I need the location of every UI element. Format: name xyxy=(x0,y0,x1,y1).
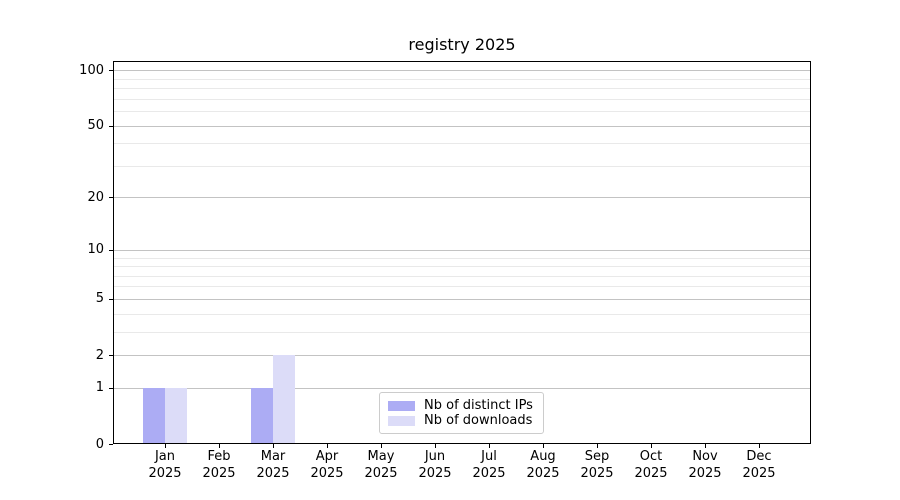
x-tick-year: 2025 xyxy=(364,466,398,481)
x-tick-mark xyxy=(597,444,598,448)
minor-gridline xyxy=(113,331,811,333)
x-tick-label: Nov 2025 xyxy=(688,448,721,482)
minor-gridline xyxy=(113,266,811,267)
legend: Nb of distinct IPs Nb of downloads xyxy=(379,392,544,434)
x-tick-year: 2025 xyxy=(742,466,776,481)
legend-label-distinct-ips: Nb of distinct IPs xyxy=(424,398,533,413)
minor-gridline xyxy=(113,98,811,100)
x-tick-year: 2025 xyxy=(526,466,560,481)
x-tick-month: Apr xyxy=(315,449,339,464)
y-tick-mark xyxy=(109,387,113,389)
y-tick-mark xyxy=(109,355,113,356)
legend-item-distinct-ips: Nb of distinct IPs xyxy=(388,398,535,413)
x-tick-month: Jul xyxy=(481,449,497,464)
x-tick-year: 2025 xyxy=(634,466,668,481)
legend-swatch-downloads xyxy=(388,415,415,426)
x-tick-mark xyxy=(705,444,706,448)
bar-downloads xyxy=(273,355,295,444)
x-tick-year: 2025 xyxy=(418,466,452,481)
x-tick-mark xyxy=(489,444,490,448)
y-tick-label: 0 xyxy=(95,436,104,452)
bar-distinct-ips xyxy=(251,387,273,444)
minor-gridline xyxy=(113,257,811,259)
x-tick-year: 2025 xyxy=(688,466,722,481)
x-tick-month: Jan xyxy=(154,449,176,464)
y-tick-mark xyxy=(109,444,113,445)
chart-title: registry 2025 xyxy=(408,35,516,54)
x-tick-label: Jul 2025 xyxy=(472,448,505,482)
minor-gridline xyxy=(113,313,811,315)
minor-gridline xyxy=(113,165,811,167)
minor-gridline xyxy=(113,88,811,89)
minor-gridline xyxy=(113,275,811,277)
major-gridline xyxy=(113,355,811,356)
x-tick-label: Jan 2025 xyxy=(148,448,181,482)
x-tick-mark xyxy=(327,444,328,448)
legend-swatch-distinct-ips xyxy=(388,400,415,411)
minor-gridline xyxy=(113,143,811,145)
minor-gridline xyxy=(113,78,811,80)
minor-gridline xyxy=(113,286,811,288)
x-tick-mark xyxy=(435,444,436,448)
x-tick-label: Aug 2025 xyxy=(526,448,559,482)
plot-frame xyxy=(113,61,811,444)
y-tick-label: 50 xyxy=(87,118,104,133)
y-tick-label: 10 xyxy=(87,242,104,258)
x-tick-mark xyxy=(543,444,544,448)
x-tick-label: Apr 2025 xyxy=(310,448,343,482)
x-tick-mark xyxy=(165,444,166,448)
major-gridline xyxy=(113,249,811,251)
x-tick-mark xyxy=(273,444,274,448)
x-tick-month: Jun xyxy=(424,449,446,464)
x-tick-year: 2025 xyxy=(580,466,614,481)
x-tick-month: Aug xyxy=(530,449,556,464)
x-tick-mark xyxy=(651,444,652,448)
bar-downloads xyxy=(165,387,187,444)
x-tick-label: Mar 2025 xyxy=(256,448,289,482)
x-tick-label: Feb 2025 xyxy=(202,448,235,482)
x-tick-year: 2025 xyxy=(148,466,182,481)
major-gridline xyxy=(113,298,811,300)
x-tick-label: Dec 2025 xyxy=(742,448,775,482)
legend-label-downloads: Nb of downloads xyxy=(424,413,533,428)
x-tick-month: Mar xyxy=(260,449,286,464)
minor-gridline xyxy=(113,110,811,112)
major-gridline xyxy=(113,197,811,199)
x-tick-label: Sep 2025 xyxy=(580,448,613,482)
y-tick-label: 100 xyxy=(79,62,104,78)
x-tick-label: Jun 2025 xyxy=(418,448,451,482)
plot-area xyxy=(113,61,811,444)
x-tick-mark xyxy=(219,444,220,448)
major-gridline xyxy=(113,125,811,127)
major-gridline xyxy=(113,70,811,72)
bar-distinct-ips xyxy=(143,387,165,444)
x-tick-year: 2025 xyxy=(310,466,344,481)
y-tick-mark xyxy=(109,197,113,199)
y-tick-label: 5 xyxy=(95,291,104,307)
x-tick-month: Nov xyxy=(692,449,718,464)
x-tick-month: Feb xyxy=(207,449,231,464)
y-tick-label: 20 xyxy=(87,189,104,205)
y-tick-mark xyxy=(109,249,113,251)
x-tick-month: Sep xyxy=(584,449,610,464)
x-tick-year: 2025 xyxy=(472,466,506,481)
x-tick-mark xyxy=(381,444,382,448)
x-tick-month: Dec xyxy=(746,449,772,464)
y-tick-mark xyxy=(109,125,113,127)
legend-item-downloads: Nb of downloads xyxy=(388,413,535,428)
y-tick-mark xyxy=(109,298,113,300)
y-tick-mark xyxy=(109,70,113,72)
y-tick-label: 1 xyxy=(95,380,104,396)
x-tick-mark xyxy=(759,444,760,448)
x-tick-label: Oct 2025 xyxy=(634,448,667,482)
x-tick-year: 2025 xyxy=(256,466,290,481)
major-gridline xyxy=(113,387,811,389)
x-tick-label: May 2025 xyxy=(364,448,397,482)
x-tick-month: May xyxy=(367,449,395,464)
x-tick-year: 2025 xyxy=(202,466,236,481)
y-tick-label: 2 xyxy=(95,347,104,363)
x-tick-month: Oct xyxy=(639,449,663,464)
